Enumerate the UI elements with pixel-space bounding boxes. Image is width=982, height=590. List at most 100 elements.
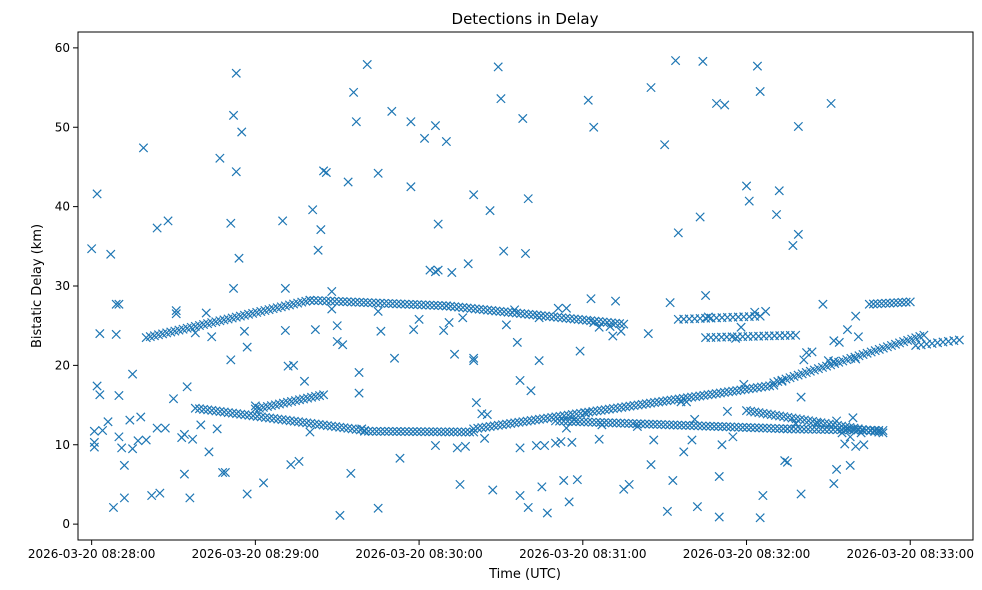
data-point xyxy=(643,329,653,339)
data-point xyxy=(553,303,563,313)
data-point xyxy=(553,312,563,322)
data-point xyxy=(690,414,700,424)
data-point xyxy=(693,421,703,431)
data-point xyxy=(302,418,312,428)
data-point xyxy=(445,301,456,311)
data-point xyxy=(201,308,211,318)
data-point xyxy=(469,424,479,434)
data-point xyxy=(699,390,709,401)
data-point xyxy=(493,62,503,72)
data-point xyxy=(190,403,200,413)
data-point xyxy=(615,418,626,428)
data-point xyxy=(807,347,817,357)
data-point xyxy=(133,436,143,446)
data-point xyxy=(363,298,373,308)
data-point xyxy=(692,502,703,512)
data-point xyxy=(406,117,416,127)
data-point xyxy=(604,404,614,414)
y-tick-label: 40 xyxy=(55,200,70,214)
data-point xyxy=(288,360,299,370)
data-point xyxy=(318,420,328,430)
data-point xyxy=(698,56,708,66)
data-point xyxy=(460,427,471,437)
data-point xyxy=(640,419,650,429)
data-point xyxy=(872,299,883,309)
data-point xyxy=(447,267,457,278)
data-point xyxy=(795,424,805,434)
data-point xyxy=(791,330,801,340)
data-point xyxy=(674,394,684,404)
data-point xyxy=(412,300,423,310)
data-points xyxy=(87,55,964,523)
x-tick-label: 2026-03-20 08:29:00 xyxy=(192,547,319,561)
y-tick-label: 50 xyxy=(55,120,70,134)
data-point xyxy=(658,396,668,406)
y-axis-label: Bistatic Delay (km) xyxy=(30,224,45,348)
data-point xyxy=(373,168,383,178)
data-point xyxy=(343,423,353,433)
data-point xyxy=(851,354,861,364)
data-point xyxy=(155,488,165,498)
data-point xyxy=(803,424,813,434)
data-point xyxy=(280,325,291,336)
data-point xyxy=(501,320,512,330)
data-point xyxy=(347,424,357,434)
data-point xyxy=(569,314,579,324)
data-point xyxy=(711,98,722,109)
data-point xyxy=(608,403,619,414)
x-axis-ticks: 2026-03-20 08:28:00 2026-03-20 08:29:00 20… xyxy=(28,540,974,561)
data-point xyxy=(834,337,844,347)
data-point xyxy=(372,426,382,436)
data-point xyxy=(305,427,315,437)
data-point xyxy=(679,447,689,457)
data-point xyxy=(269,413,279,424)
data-point xyxy=(179,469,190,479)
data-point xyxy=(750,423,760,433)
data-point xyxy=(624,479,634,490)
y-tick-label: 10 xyxy=(55,438,70,452)
data-point xyxy=(231,68,241,78)
data-point xyxy=(316,225,326,235)
data-point xyxy=(666,395,676,405)
data-point xyxy=(455,479,465,490)
y-tick-label: 60 xyxy=(55,41,70,55)
data-point xyxy=(256,412,266,422)
data-point xyxy=(881,298,891,308)
data-point xyxy=(714,512,724,522)
data-point xyxy=(309,295,319,306)
data-point xyxy=(228,110,239,120)
y-tick-label: 0 xyxy=(62,517,70,531)
data-point xyxy=(273,414,283,424)
data-point xyxy=(433,300,443,311)
data-point xyxy=(330,296,340,306)
x-tick-label: 2026-03-20 08:31:00 xyxy=(519,547,646,561)
plot-frame xyxy=(77,31,974,541)
data-point xyxy=(363,426,374,436)
data-point xyxy=(448,427,459,437)
data-point xyxy=(387,299,398,309)
data-point xyxy=(600,405,610,415)
data-point xyxy=(487,305,497,316)
data-point xyxy=(588,406,598,417)
data-point xyxy=(432,427,442,437)
data-point xyxy=(351,117,361,127)
data-point xyxy=(242,342,252,352)
data-point xyxy=(354,297,365,307)
data-point xyxy=(433,219,443,229)
data-point xyxy=(580,408,591,418)
data-point xyxy=(244,410,254,420)
data-point xyxy=(367,298,377,308)
data-point xyxy=(376,426,386,436)
data-point xyxy=(260,412,271,423)
data-point xyxy=(620,418,630,428)
data-point xyxy=(691,391,701,402)
data-point xyxy=(646,82,656,93)
data-point xyxy=(557,313,567,323)
data-point xyxy=(754,423,764,433)
data-point xyxy=(322,420,332,431)
data-point xyxy=(607,418,618,428)
data-point xyxy=(782,457,793,467)
data-point xyxy=(471,398,482,408)
data-point xyxy=(313,295,323,306)
